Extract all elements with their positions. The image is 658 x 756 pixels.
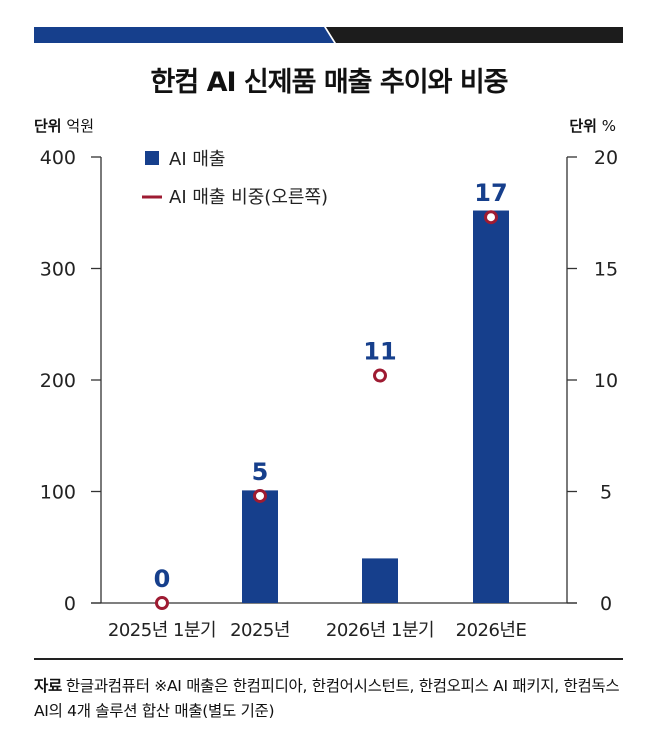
- right-tick-label: 5: [600, 482, 612, 504]
- right-tick-label: 15: [594, 259, 618, 281]
- bar: [473, 210, 509, 603]
- x-tick-label: 2026년 1분기: [326, 620, 434, 641]
- right-unit-label: 단위: [569, 117, 597, 135]
- share-point: [484, 210, 498, 225]
- legend-bar-swatch: [145, 151, 159, 165]
- left-tick-label: 300: [40, 259, 76, 281]
- bar: [242, 490, 278, 603]
- left-tick-label: 0: [64, 593, 76, 615]
- top-color-bar: [34, 27, 623, 43]
- right-unit-value: %: [601, 117, 616, 135]
- x-tick-label: 2026년E: [456, 620, 527, 641]
- share-point: [253, 488, 267, 503]
- share-point: [373, 368, 387, 383]
- source-text: 한글과컴퓨터 ※AI 매출은 한컴피디아, 한컴어시스턴트, 한컴오피스 AI …: [34, 677, 620, 720]
- share-data-label: 11: [363, 338, 396, 366]
- legend-line-label: AI 매출 비중(오른쪽): [169, 187, 328, 208]
- legend-bar-label: AI 매출: [169, 149, 225, 170]
- left-unit-label: 단위: [34, 117, 62, 135]
- right-tick-label: 0: [600, 593, 612, 615]
- source-note: 자료 한글과컴퓨터 ※AI 매출은 한컴피디아, 한컴어시스턴트, 한컴오피스 A…: [34, 674, 623, 724]
- right-axis-unit: 단위 %: [569, 115, 616, 136]
- left-axis-unit: 단위 억원: [34, 115, 94, 136]
- share-data-label: 5: [252, 458, 269, 486]
- chart-title: 한컴 AI 신제품 매출 추이와 비중: [150, 67, 508, 98]
- left-tick-label: 100: [40, 482, 76, 504]
- share-data-label: 0: [154, 565, 171, 593]
- left-unit-value: 억원: [66, 117, 94, 135]
- bar: [362, 558, 398, 603]
- source-label: 자료: [34, 677, 62, 695]
- right-tick-label: 20: [594, 147, 618, 169]
- share-data-label: 17: [474, 179, 507, 207]
- share-point: [155, 596, 169, 610]
- x-tick-label: 2025년 1분기: [108, 620, 216, 641]
- right-tick-label: 10: [594, 370, 618, 392]
- x-tick-label: 2025년: [230, 620, 290, 641]
- left-tick-label: 400: [40, 147, 76, 169]
- left-tick-label: 200: [40, 370, 76, 392]
- top-bar-dark-segment: [326, 27, 623, 43]
- top-bar-blue-segment: [34, 27, 334, 43]
- footer-divider: [34, 658, 623, 660]
